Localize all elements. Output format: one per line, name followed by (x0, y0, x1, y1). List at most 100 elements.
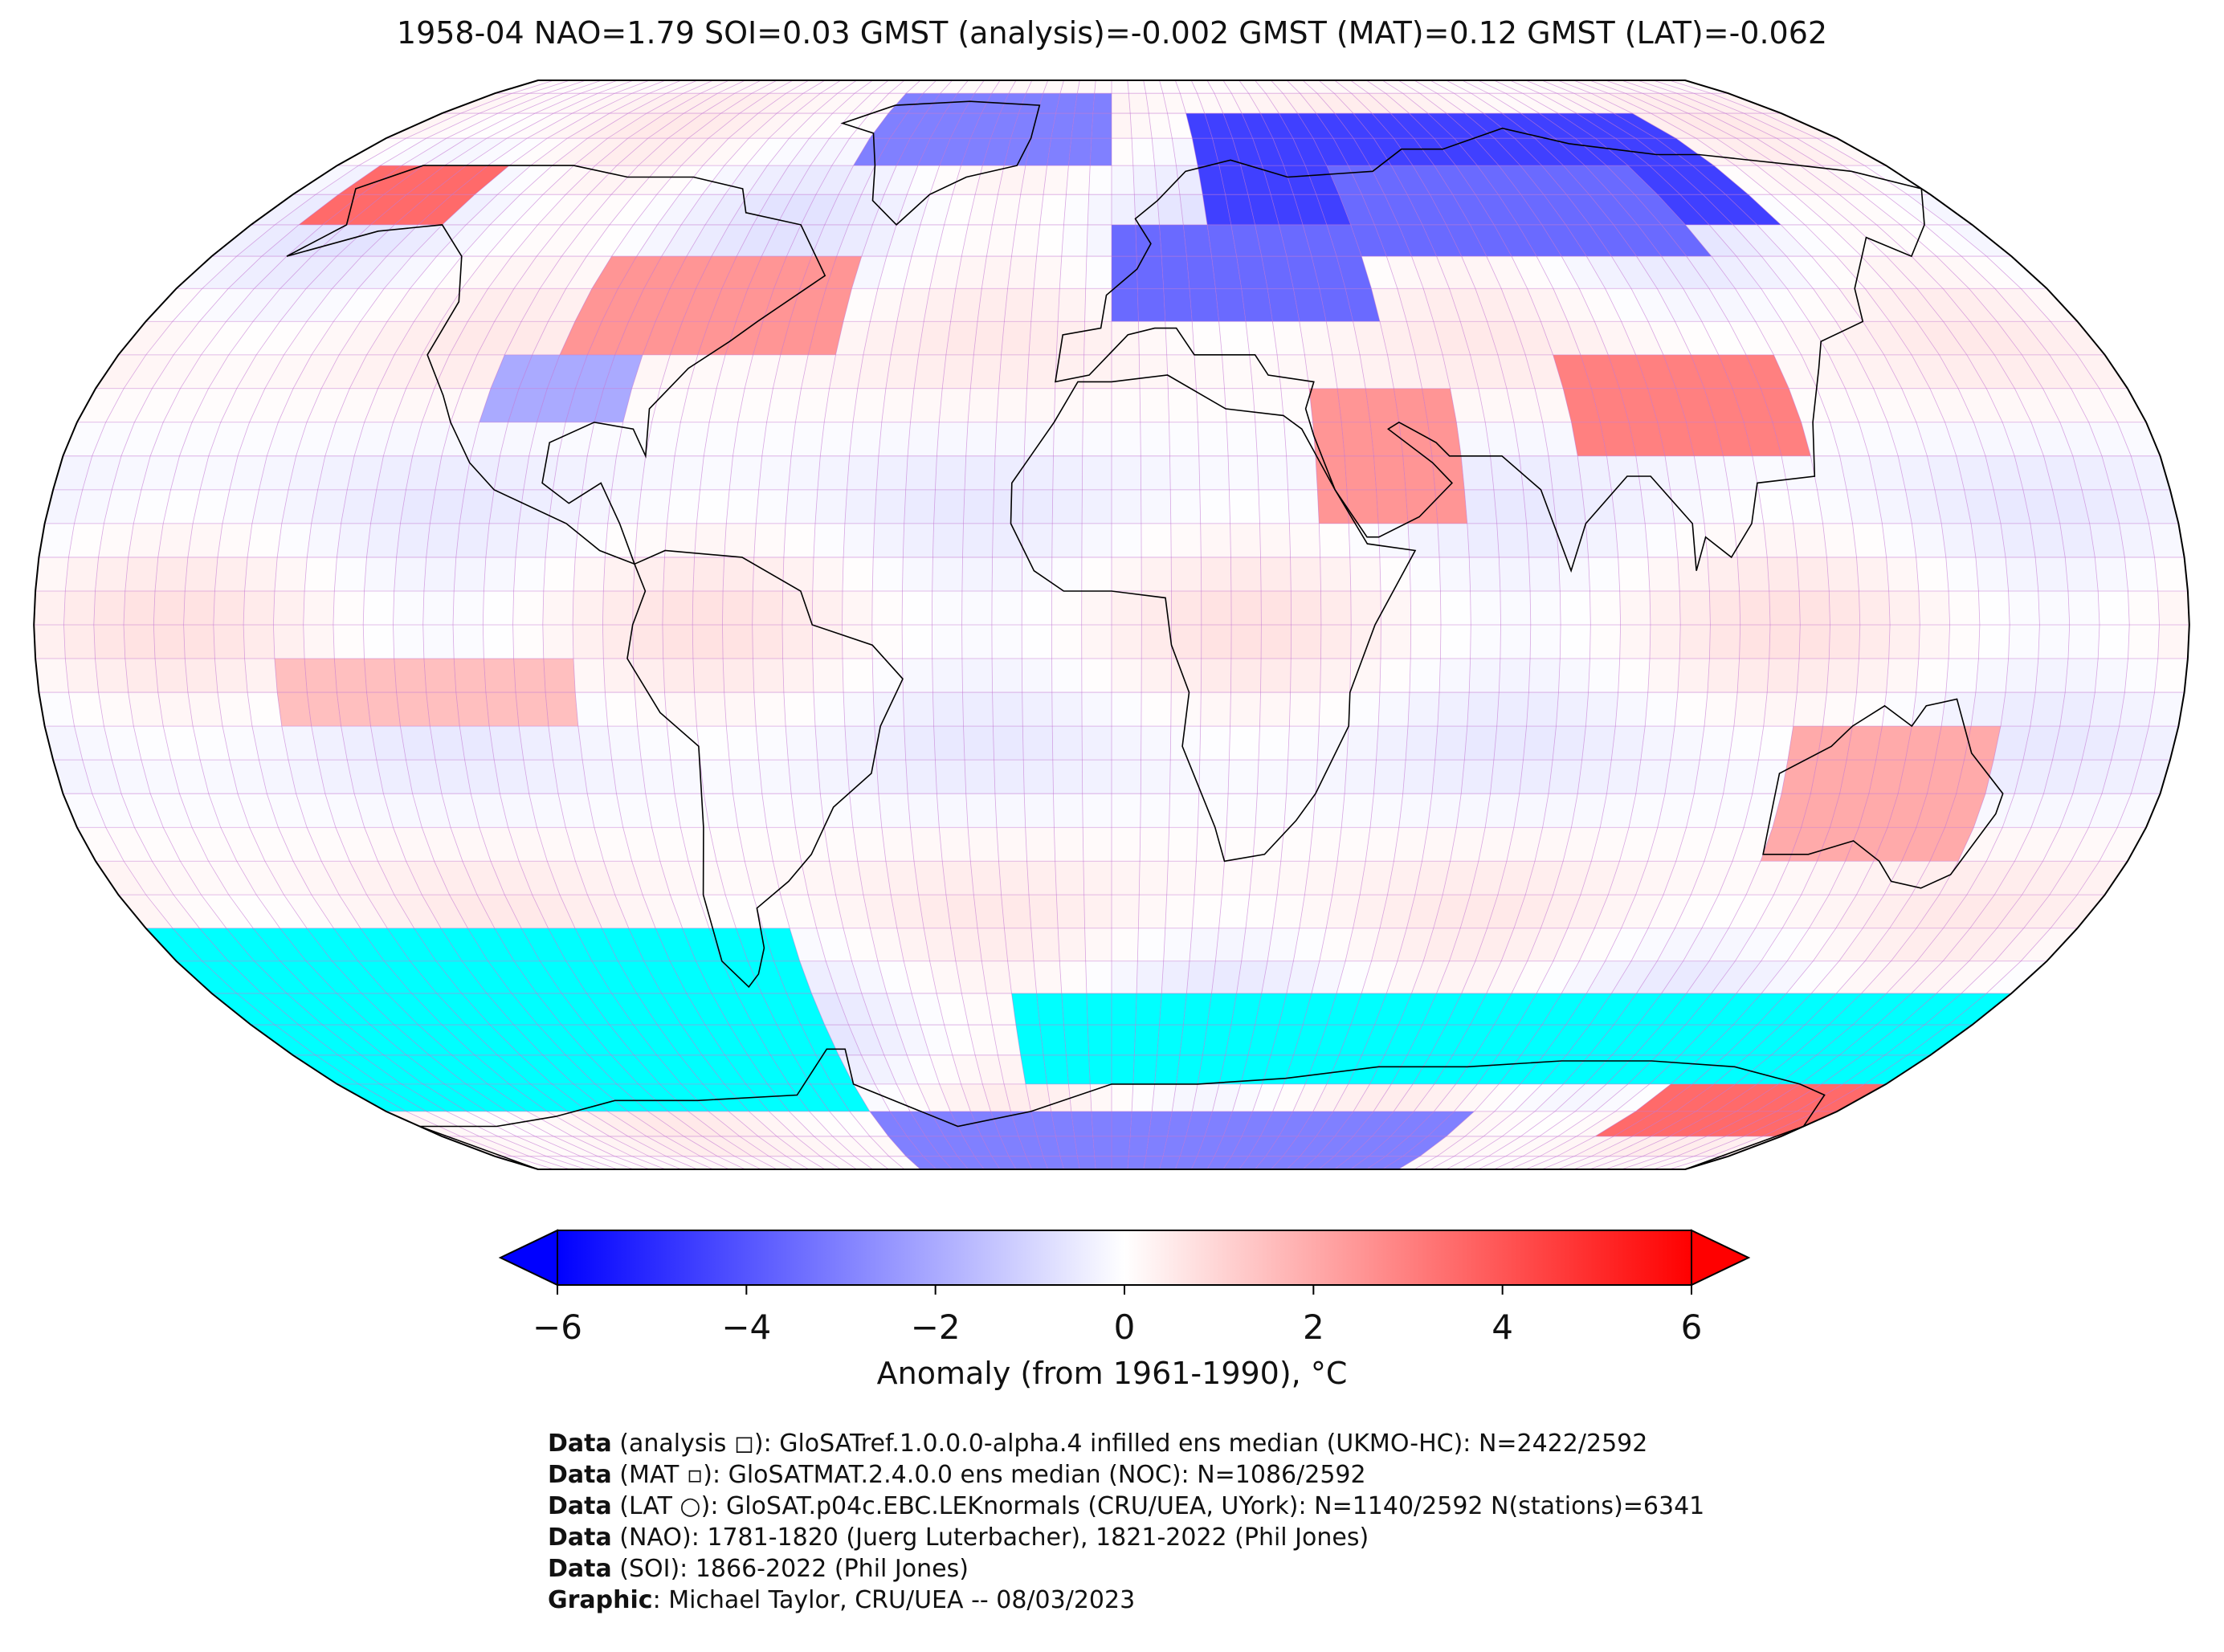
grid-cell (1675, 1083, 1736, 1112)
grid-cell (1387, 861, 1422, 895)
grid-cell (1513, 793, 1549, 828)
grid-cell (338, 165, 402, 195)
grid-cell (875, 138, 911, 166)
grid-cell (322, 1025, 384, 1055)
grid-cell (213, 625, 245, 659)
grid-cell (527, 1111, 591, 1136)
grid-cell (1207, 993, 1237, 1026)
grid-cell (1350, 625, 1381, 659)
grid-cell (1647, 827, 1687, 862)
grid-cell (1255, 80, 1283, 94)
grid-cell (2102, 760, 2141, 794)
grid-cell (1391, 1054, 1430, 1084)
grid-cell (1018, 93, 1043, 114)
grid-cell (1185, 113, 1213, 139)
grid-cell (1506, 827, 1543, 862)
grid-cell (490, 194, 544, 225)
grid-cell (777, 1136, 821, 1156)
grid-cell (632, 625, 663, 659)
grid-cell (1315, 455, 1347, 490)
grid-cell (1611, 961, 1658, 993)
grid-cell (871, 591, 903, 625)
grid-cell (870, 288, 904, 322)
grid-cell (904, 489, 936, 524)
grid-cell (2042, 827, 2089, 862)
grid-cell (1026, 354, 1057, 389)
grid-cell (1456, 422, 1491, 456)
grid-cell (1496, 523, 1529, 557)
grid-cell (1260, 113, 1293, 139)
grid-cell (214, 659, 248, 693)
grid-cell (488, 256, 537, 289)
grid-cell (2111, 726, 2149, 761)
grid-cell (789, 138, 830, 166)
grid-cell (675, 422, 710, 456)
grid-cell (459, 726, 495, 761)
grid-cell (1787, 288, 1836, 322)
grid-cell (1361, 961, 1398, 993)
grid-cell (1157, 194, 1184, 225)
grid-cell (962, 692, 994, 727)
grid-cell (412, 422, 451, 456)
grid-cell (910, 388, 943, 422)
grid-cell (2022, 489, 2060, 524)
grid-cell (820, 80, 857, 94)
grid-cell (636, 224, 682, 257)
grid-cell (905, 760, 937, 794)
grid-cell (1456, 793, 1491, 828)
grid-cell (1152, 1083, 1177, 1112)
grid-cell (683, 1156, 729, 1169)
grid-cell (826, 961, 862, 993)
grid-cell (814, 692, 845, 727)
grid-cell (611, 1054, 660, 1084)
grid-cell (2014, 455, 2053, 490)
grid-cell (1558, 557, 1590, 591)
grid-cell (801, 354, 836, 389)
grid-cell (1025, 388, 1055, 422)
grid-cell (393, 625, 424, 659)
grid-cell (1082, 422, 1112, 456)
grid-cell (280, 928, 333, 961)
grid-cell (466, 194, 520, 225)
grid-cell (1485, 793, 1520, 828)
grid-cell (924, 928, 956, 961)
grid-cell (708, 1111, 758, 1136)
grid-cell (370, 194, 430, 225)
grid-cell (745, 1083, 790, 1112)
grid-cell (1112, 489, 1141, 524)
grid-cell (1291, 625, 1321, 659)
grid-cell (1334, 93, 1373, 114)
grid-cell (783, 523, 815, 557)
grid-cell (1312, 961, 1346, 993)
grid-cell (394, 895, 441, 928)
coastlines (286, 100, 2004, 1169)
grid-cell (782, 557, 814, 591)
grid-cell (1320, 625, 1352, 659)
grid-cell (1692, 165, 1749, 195)
grid-cell (1735, 288, 1783, 322)
grid-cell (614, 895, 656, 928)
grid-cell (1454, 1136, 1503, 1156)
grid-cell (1143, 80, 1163, 94)
grid-cell (475, 1054, 531, 1084)
grid-cell (1159, 80, 1181, 94)
grid-cell (663, 557, 695, 591)
grid-cell (1422, 993, 1462, 1026)
grid-cell (855, 1156, 889, 1169)
grid-cell (970, 354, 1002, 389)
grid-cell (1054, 827, 1083, 862)
grid-cell (249, 388, 294, 422)
grid-cell (406, 861, 450, 895)
grid-cell (2065, 659, 2099, 693)
grid-cell (904, 726, 936, 761)
grid-cell (1556, 692, 1589, 727)
grid-cell (152, 354, 202, 389)
grid-cell (1615, 1083, 1671, 1112)
grid-cell (1692, 1054, 1749, 1084)
grid-cell (1437, 1136, 1484, 1156)
grid-cell (434, 861, 477, 895)
grid-cell (876, 760, 908, 794)
grid-cell (681, 1025, 725, 1055)
grid-cell (896, 1083, 931, 1112)
grid-cell (1058, 928, 1086, 961)
